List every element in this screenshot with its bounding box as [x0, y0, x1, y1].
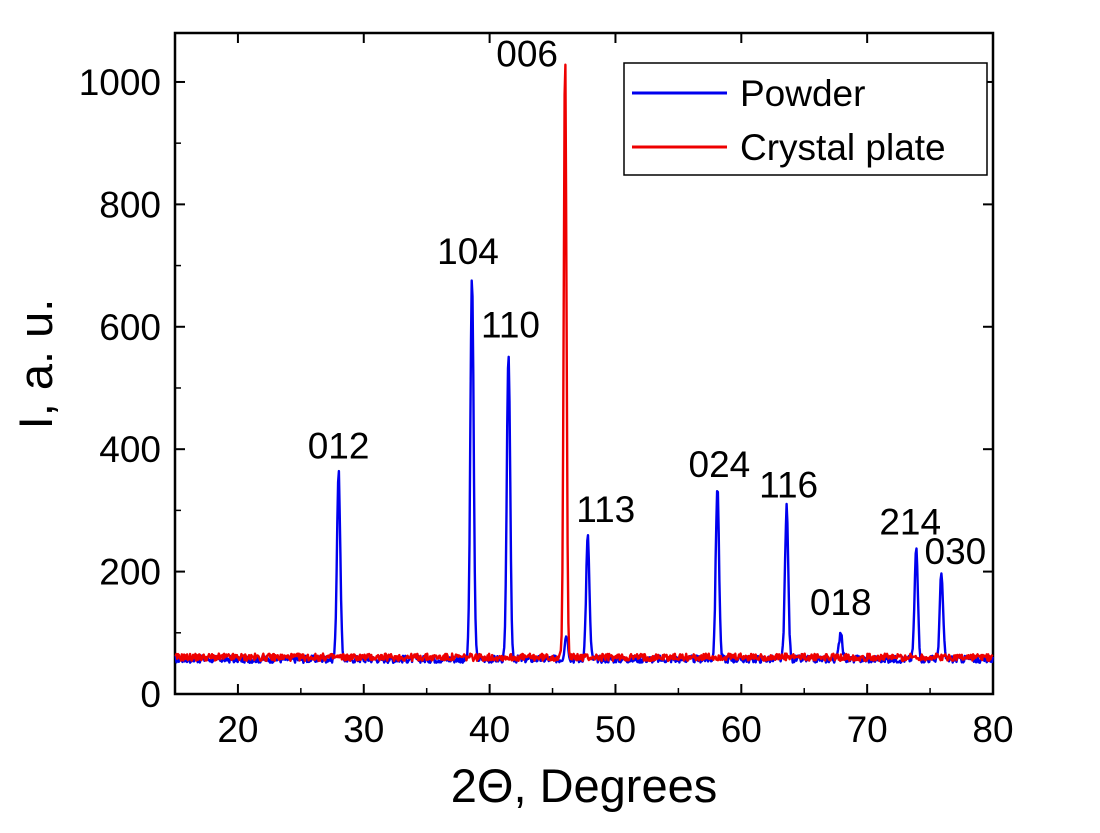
x-tick-label: 60: [721, 709, 762, 750]
y-tick-label: 400: [99, 429, 161, 470]
y-tick-label: 600: [99, 307, 161, 348]
x-tick-label: 40: [469, 709, 510, 750]
peak-label-104: 104: [437, 231, 499, 272]
y-tick-label: 200: [99, 552, 161, 593]
y-tick-label: 0: [140, 674, 161, 715]
plot-frame: [173, 31, 995, 696]
peak-label-012: 012: [308, 425, 370, 466]
peak-label-116: 116: [759, 464, 818, 505]
x-tick-label: 70: [847, 709, 888, 750]
peak-label-024: 024: [689, 444, 751, 485]
x-tick-label: 80: [972, 709, 1013, 750]
y-tick-label: 1000: [79, 62, 161, 103]
x-tick-label: 20: [217, 709, 258, 750]
peak-label-214: 214: [879, 501, 941, 542]
legend-box: [623, 62, 988, 176]
x-tick-label: 30: [343, 709, 384, 750]
legend-label-crystal-plate: Crystal plate: [740, 127, 946, 168]
peak-label-113: 113: [576, 489, 635, 530]
x-tick-label: 50: [595, 709, 636, 750]
peak-label-110: 110: [481, 304, 540, 345]
peak-label-030: 030: [925, 531, 987, 572]
peak-label-018: 018: [810, 582, 872, 623]
y-tick-label: 800: [99, 184, 161, 225]
series-layer: [174, 63, 994, 664]
x-axis-title: 2Θ, Degrees: [451, 759, 717, 812]
legend-label-powder: Powder: [740, 73, 865, 114]
series-line-crystal-plate: [174, 63, 994, 663]
peak-label-006: 006: [496, 33, 558, 74]
legend: Powder Crystal plate: [623, 62, 988, 176]
y-axis-title: I, a. u.: [9, 299, 62, 430]
